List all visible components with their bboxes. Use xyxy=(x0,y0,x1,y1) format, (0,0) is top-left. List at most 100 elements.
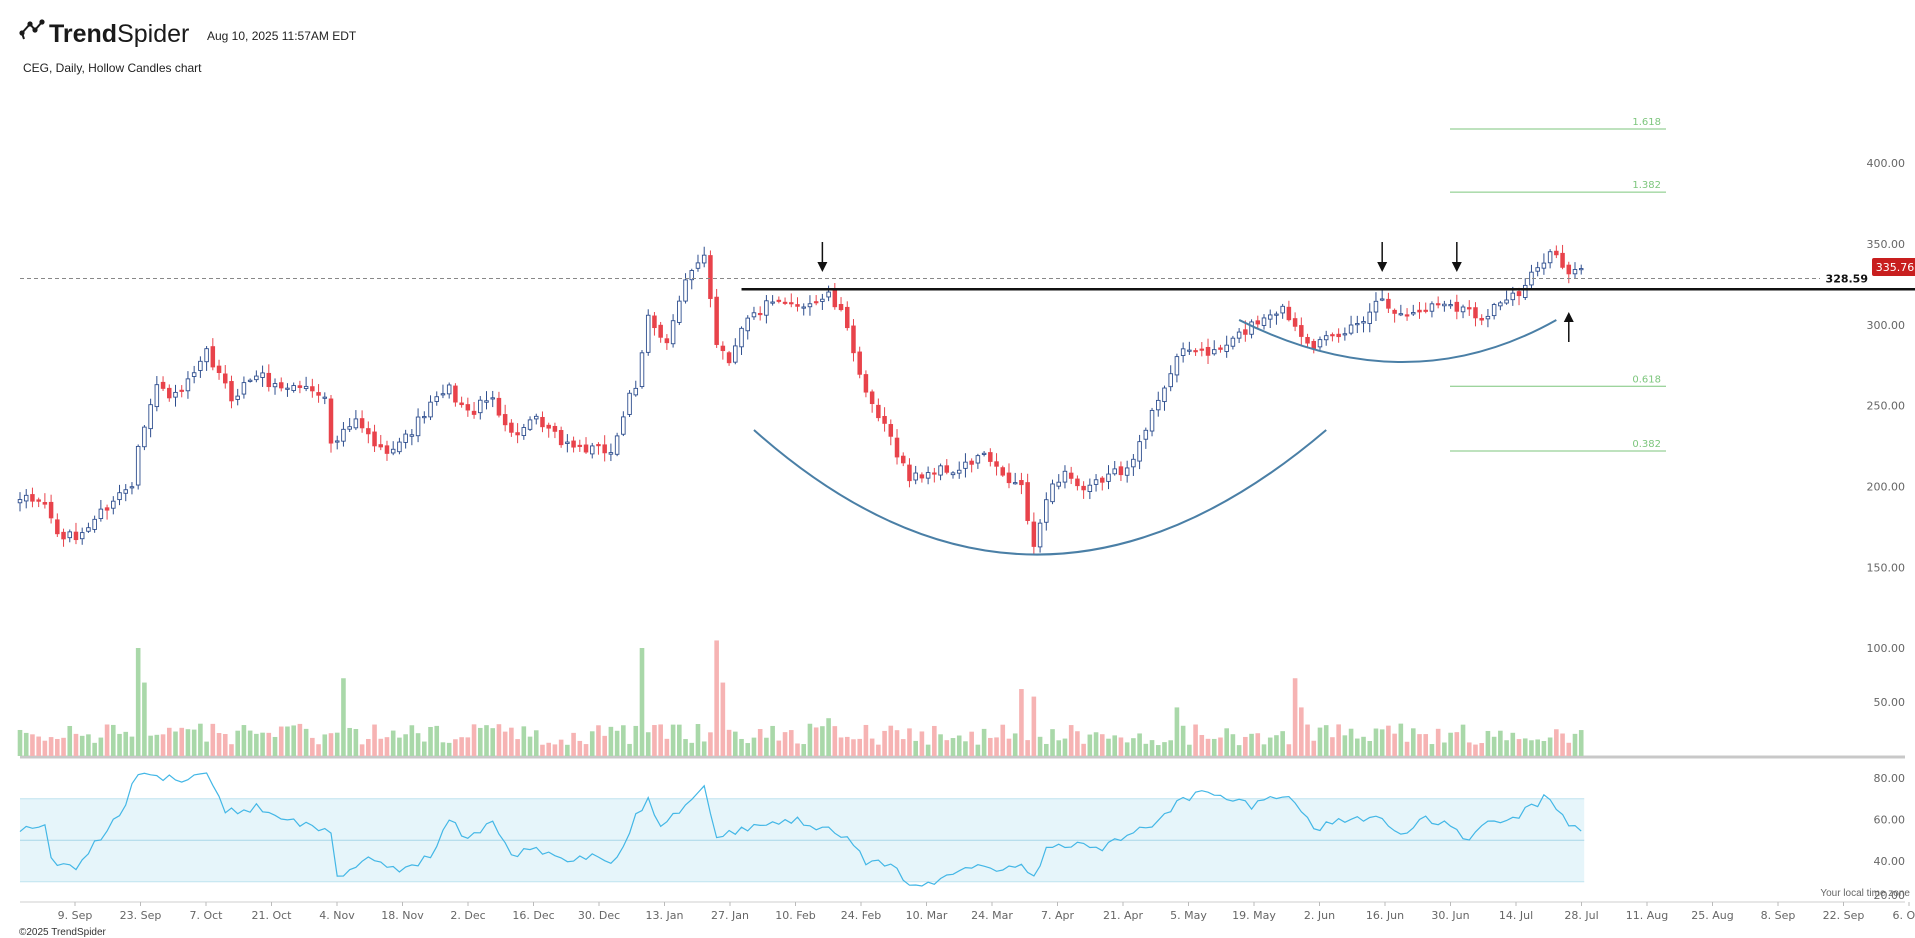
candle[interactable] xyxy=(1535,261,1540,277)
candle[interactable] xyxy=(1075,475,1080,491)
candle[interactable] xyxy=(552,422,558,439)
candle[interactable] xyxy=(1541,253,1547,275)
candle[interactable] xyxy=(104,504,110,520)
candle[interactable] xyxy=(521,423,527,440)
candle[interactable] xyxy=(782,297,788,306)
candle[interactable] xyxy=(1554,245,1559,259)
candle[interactable] xyxy=(913,465,918,485)
candle[interactable] xyxy=(1255,315,1261,328)
candle[interactable] xyxy=(1230,335,1236,350)
candle[interactable] xyxy=(820,293,825,310)
candle[interactable] xyxy=(459,396,464,408)
candle[interactable] xyxy=(1491,302,1497,320)
candle[interactable] xyxy=(291,382,296,393)
candle[interactable] xyxy=(328,394,334,453)
candle[interactable] xyxy=(210,338,216,371)
candle[interactable] xyxy=(1068,466,1074,485)
candle[interactable] xyxy=(695,254,701,272)
candle[interactable] xyxy=(478,396,483,420)
candle[interactable] xyxy=(639,350,645,389)
candle[interactable] xyxy=(795,297,800,312)
candle[interactable] xyxy=(907,458,912,488)
candle[interactable] xyxy=(950,471,956,479)
candle[interactable] xyxy=(1454,294,1460,320)
candle[interactable] xyxy=(670,314,676,348)
candle[interactable] xyxy=(1156,391,1161,417)
candle[interactable] xyxy=(1100,476,1105,491)
candle[interactable] xyxy=(117,484,122,506)
candle[interactable] xyxy=(1404,308,1410,321)
candle[interactable] xyxy=(36,497,41,508)
candle[interactable] xyxy=(484,391,489,410)
candle[interactable] xyxy=(403,429,408,449)
candle[interactable] xyxy=(1504,290,1509,305)
candle[interactable] xyxy=(770,295,775,306)
candle[interactable] xyxy=(179,385,184,398)
candle[interactable] xyxy=(167,384,172,402)
candle[interactable] xyxy=(608,443,614,462)
candle[interactable] xyxy=(714,288,719,348)
candle[interactable] xyxy=(1479,314,1484,326)
candle[interactable] xyxy=(185,371,191,399)
candle[interactable] xyxy=(1162,385,1167,411)
candle[interactable] xyxy=(988,448,993,467)
candle[interactable] xyxy=(851,319,856,362)
candles[interactable] xyxy=(17,244,1584,556)
candle[interactable] xyxy=(1031,512,1037,556)
candle[interactable] xyxy=(764,295,769,324)
candle[interactable] xyxy=(1578,264,1584,275)
candle[interactable] xyxy=(17,492,23,512)
candle[interactable] xyxy=(1118,461,1124,482)
candle[interactable] xyxy=(1442,300,1447,312)
candle[interactable] xyxy=(260,365,265,387)
candle[interactable] xyxy=(241,376,247,399)
candle[interactable] xyxy=(801,303,806,316)
candle[interactable] xyxy=(1006,463,1012,489)
candle[interactable] xyxy=(1398,304,1404,317)
candle[interactable] xyxy=(975,453,981,469)
candle[interactable] xyxy=(509,419,514,437)
candle[interactable] xyxy=(135,444,141,490)
candle[interactable] xyxy=(61,528,66,547)
candle[interactable] xyxy=(1106,465,1111,490)
candle[interactable] xyxy=(1292,312,1298,332)
candle[interactable] xyxy=(390,441,396,456)
candle[interactable] xyxy=(944,459,950,475)
candle[interactable] xyxy=(527,416,533,432)
candle[interactable] xyxy=(857,346,862,379)
candle[interactable] xyxy=(378,434,384,451)
candle[interactable] xyxy=(272,378,278,395)
candle[interactable] xyxy=(55,513,60,537)
candle[interactable] xyxy=(577,439,583,452)
candle[interactable] xyxy=(776,296,782,304)
candle[interactable] xyxy=(266,364,272,392)
candle[interactable] xyxy=(1373,292,1379,321)
candle[interactable] xyxy=(1124,460,1130,483)
candle[interactable] xyxy=(148,398,153,438)
candle[interactable] xyxy=(1323,330,1329,346)
candle[interactable] xyxy=(465,397,471,417)
candle[interactable] xyxy=(297,380,303,394)
candle[interactable] xyxy=(1566,261,1572,284)
candle[interactable] xyxy=(813,295,819,306)
candle[interactable] xyxy=(1137,434,1142,470)
candle[interactable] xyxy=(30,487,35,508)
candle[interactable] xyxy=(571,436,576,453)
candle[interactable] xyxy=(1012,472,1018,485)
candle[interactable] xyxy=(446,382,452,399)
candle[interactable] xyxy=(204,346,209,371)
candle[interactable] xyxy=(838,297,844,312)
candle[interactable] xyxy=(1423,302,1428,314)
candle[interactable] xyxy=(111,496,116,515)
candle[interactable] xyxy=(154,376,160,412)
candle[interactable] xyxy=(1361,316,1366,333)
candle[interactable] xyxy=(589,442,595,459)
candle[interactable] xyxy=(1056,474,1061,490)
candle[interactable] xyxy=(1050,479,1055,505)
candle[interactable] xyxy=(1087,478,1093,500)
candle[interactable] xyxy=(956,461,962,479)
candle[interactable] xyxy=(434,391,439,406)
candle[interactable] xyxy=(534,413,539,425)
candle[interactable] xyxy=(384,440,390,461)
candle[interactable] xyxy=(440,384,446,399)
